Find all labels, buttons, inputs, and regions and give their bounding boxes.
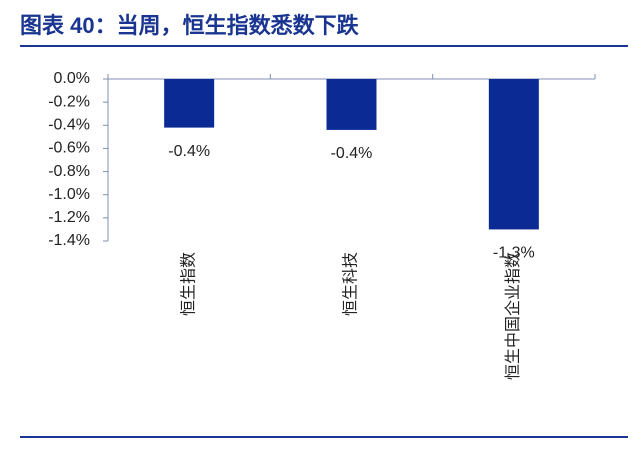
value-label: -0.4%: [168, 143, 210, 160]
x-tick-label: 恒生中国企业指数: [504, 252, 522, 380]
y-tick-label: -0.4%: [48, 117, 90, 134]
bar: [164, 79, 215, 128]
chart-title: 图表 40：当周，恒生指数悉数下跌: [20, 13, 360, 38]
value-label: -0.4%: [331, 145, 373, 162]
y-tick-label: -1.2%: [48, 209, 90, 226]
bar: [326, 79, 377, 130]
y-tick-label: -0.6%: [48, 140, 90, 157]
y-tick-label: -1.4%: [48, 232, 90, 249]
x-tick-label: 恒生指数: [179, 252, 197, 316]
y-tick-label: 0.0%: [54, 70, 90, 87]
y-tick-label: -0.2%: [48, 93, 90, 110]
y-tick-label: -0.8%: [48, 163, 90, 180]
x-tick-label: 恒生科技: [342, 252, 360, 316]
y-tick-label: -1.0%: [48, 186, 90, 203]
value-label: -1.3%: [493, 245, 535, 262]
bar: [488, 79, 539, 230]
